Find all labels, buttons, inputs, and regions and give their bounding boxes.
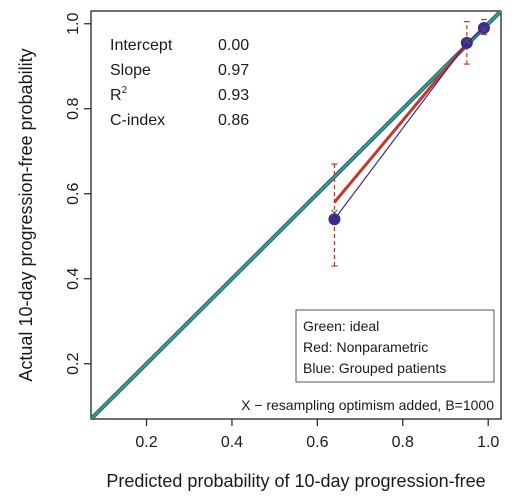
grouped-point [460,36,473,49]
x-axis-label: Predicted probability of 10-day progress… [106,471,485,491]
resampling-x-mark [480,26,488,34]
stat-label-intercept: Intercept [110,37,173,54]
resampling-x-mark [331,209,338,217]
plot-area [91,11,501,419]
x-tick-label: 0.6 [306,434,328,451]
x-tick-label: 0.8 [392,434,414,451]
stat-label-r2: R2 [110,85,128,104]
stat-label-cindex: C-index [110,112,165,129]
x-tick-label: 0.2 [135,434,157,451]
stat-value-cindex: 0.86 [218,112,249,129]
nonparametric-line [333,37,473,204]
grouped-point [328,213,341,226]
legend-entry-grouped: Blue: Grouped patients [303,360,446,376]
grouped-patients-points [328,22,490,226]
legend-entry-nonparametric: Red: Nonparametric [303,339,428,355]
ideal-line [91,11,501,419]
y-axis-ticks: 0.2 0.4 0.6 0.8 1.0 [65,13,91,375]
stat-value-slope: 0.97 [218,62,249,79]
stat-label-slope: Slope [110,62,151,79]
y-tick-label: 0.2 [65,353,82,375]
legend-box [295,309,495,383]
x-tick-label: 0.4 [221,434,243,451]
grouped-point [477,22,490,34]
y-tick-label: 0.6 [65,183,82,205]
y-tick-label: 0.4 [65,268,82,290]
legend-entry-ideal: Green: ideal [303,318,379,334]
stat-value-r2: 0.93 [218,87,249,104]
resampling-x-mark [463,37,471,45]
stat-value-intercept: 0.00 [218,37,249,54]
stats-block: Intercept 0.00 Slope 0.97 R2 0.93 C-inde… [110,37,249,129]
y-tick-label: 1.0 [65,13,82,35]
y-axis-label: Actual 10-day progression-free probabili… [16,48,36,381]
footnote: X − resampling optimism added, B=1000 [241,397,494,413]
x-tick-label: 1.0 [477,434,499,451]
legend: Green: ideal Red: Nonparametric Blue: Gr… [295,309,495,383]
x-axis-ticks: 0.2 0.4 0.6 0.8 1.0 [135,419,499,451]
resampling-marks [331,26,488,217]
superscript-2: 2 [122,85,128,96]
y-tick-label: 0.8 [65,98,82,120]
